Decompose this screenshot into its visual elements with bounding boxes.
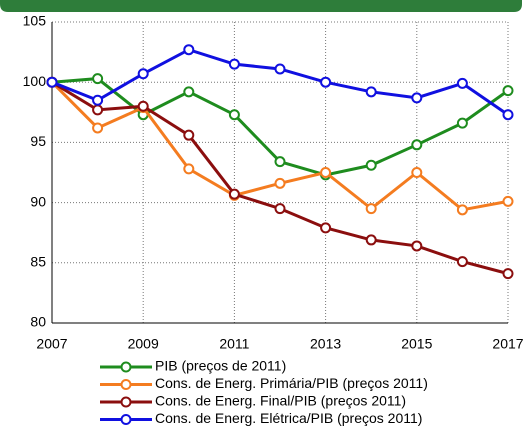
y-tick-label: 80 <box>30 314 46 330</box>
point <box>183 86 195 98</box>
legend-label: Cons. de Energ. Primária/PIB (preços 201… <box>155 375 428 391</box>
point <box>365 234 377 246</box>
header-bar <box>0 0 522 12</box>
x-tick-label: 2013 <box>310 336 341 352</box>
legend-marker <box>120 396 132 408</box>
point <box>274 63 286 75</box>
legend-label: Cons. de Energ. Elétrica/PIB (preços 201… <box>155 410 422 426</box>
y-tick-label: 100 <box>23 73 47 89</box>
legend-marker <box>120 414 132 425</box>
y-tick-label: 105 <box>23 13 47 29</box>
x-tick-label: 2009 <box>128 336 159 352</box>
point <box>456 77 468 89</box>
point <box>365 86 377 98</box>
point <box>46 76 58 88</box>
point <box>228 58 240 70</box>
point <box>320 76 332 88</box>
point <box>411 139 423 151</box>
point <box>502 195 514 207</box>
point <box>183 129 195 141</box>
point <box>411 167 423 178</box>
point <box>502 109 514 121</box>
point <box>456 117 468 129</box>
point <box>274 156 286 168</box>
point <box>92 94 104 106</box>
point <box>137 68 149 80</box>
y-tick-label: 85 <box>30 254 46 270</box>
point <box>92 104 104 116</box>
point <box>320 222 332 234</box>
legend-marker <box>120 379 132 390</box>
point <box>320 167 332 178</box>
series-line <box>50 81 509 212</box>
x-tick-label: 2011 <box>219 336 249 352</box>
point <box>502 268 514 280</box>
point <box>183 163 195 175</box>
y-tick-label: 90 <box>30 193 46 209</box>
point <box>411 92 423 104</box>
point <box>365 159 377 171</box>
point <box>92 122 104 134</box>
point <box>274 177 286 189</box>
point <box>456 204 468 216</box>
x-tick-label: 2017 <box>492 336 523 352</box>
legend-marker <box>120 361 132 373</box>
point <box>365 203 377 215</box>
point <box>228 188 240 200</box>
legend-label: Cons. de Energ. Final/PIB (preços 2011) <box>155 393 406 409</box>
point <box>502 85 514 97</box>
point <box>92 73 104 85</box>
point <box>411 240 423 252</box>
x-tick-label: 2015 <box>401 336 432 352</box>
point <box>183 44 195 56</box>
y-tick-label: 95 <box>30 133 46 149</box>
point <box>228 109 240 121</box>
legend-label: PIB (preços de 2011) <box>155 358 286 374</box>
point <box>137 100 149 112</box>
point <box>456 256 468 268</box>
x-tick-label: 2007 <box>36 336 67 352</box>
point <box>274 203 286 215</box>
